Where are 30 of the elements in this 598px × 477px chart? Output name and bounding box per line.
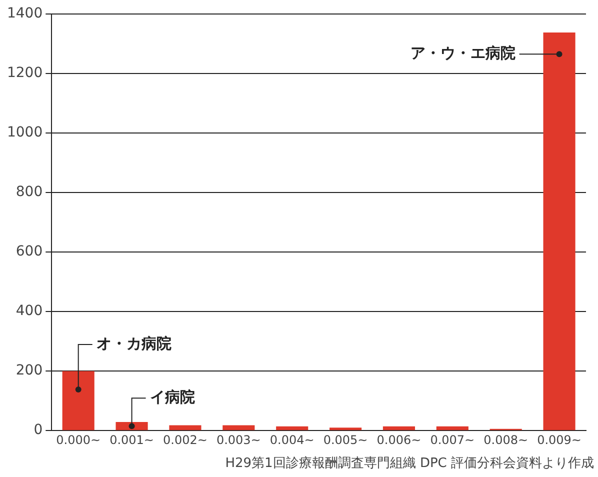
y-tick-label: 0 [34, 422, 43, 438]
y-tick-label: 1200 [6, 65, 43, 82]
x-tick-label: 0.003~ [216, 432, 261, 447]
y-tick-label: 800 [16, 184, 43, 200]
bar [276, 426, 308, 430]
y-tick-label: 400 [16, 303, 43, 320]
bar [382, 426, 415, 430]
bar [222, 425, 255, 430]
bar [62, 371, 94, 430]
text: H29第1回診療報酬調査専門組織 DPC 評価分科会資料より作成 [225, 456, 594, 471]
bar [330, 428, 362, 430]
y-tick-label: 600 [16, 244, 43, 260]
bar [169, 425, 202, 430]
x-tick-label: 0.006~ [376, 432, 422, 447]
x-tick-label: 0.008~ [484, 432, 528, 447]
annotation: イ病院 [150, 388, 195, 406]
x-tick-label: 0.000~ [56, 432, 101, 447]
x-tick-label: 0.002~ [163, 432, 208, 447]
bar [543, 32, 576, 430]
y-tick-label: 1000 [6, 124, 43, 141]
annotation: ア・ウ・エ病院 [410, 44, 516, 62]
y-tick-label: 200 [16, 362, 43, 379]
bar [436, 426, 468, 430]
x-tick-label: 0.001~ [110, 432, 154, 447]
annotation: オ・カ病院 [96, 334, 172, 352]
y-tick-label: 1400 [6, 6, 43, 22]
x-tick-label: 0.005~ [323, 432, 368, 447]
x-tick-label: 0.004~ [270, 432, 314, 447]
x-tick-label: 0.007~ [430, 432, 475, 447]
x-tick-label: 0.009~ [537, 432, 582, 447]
